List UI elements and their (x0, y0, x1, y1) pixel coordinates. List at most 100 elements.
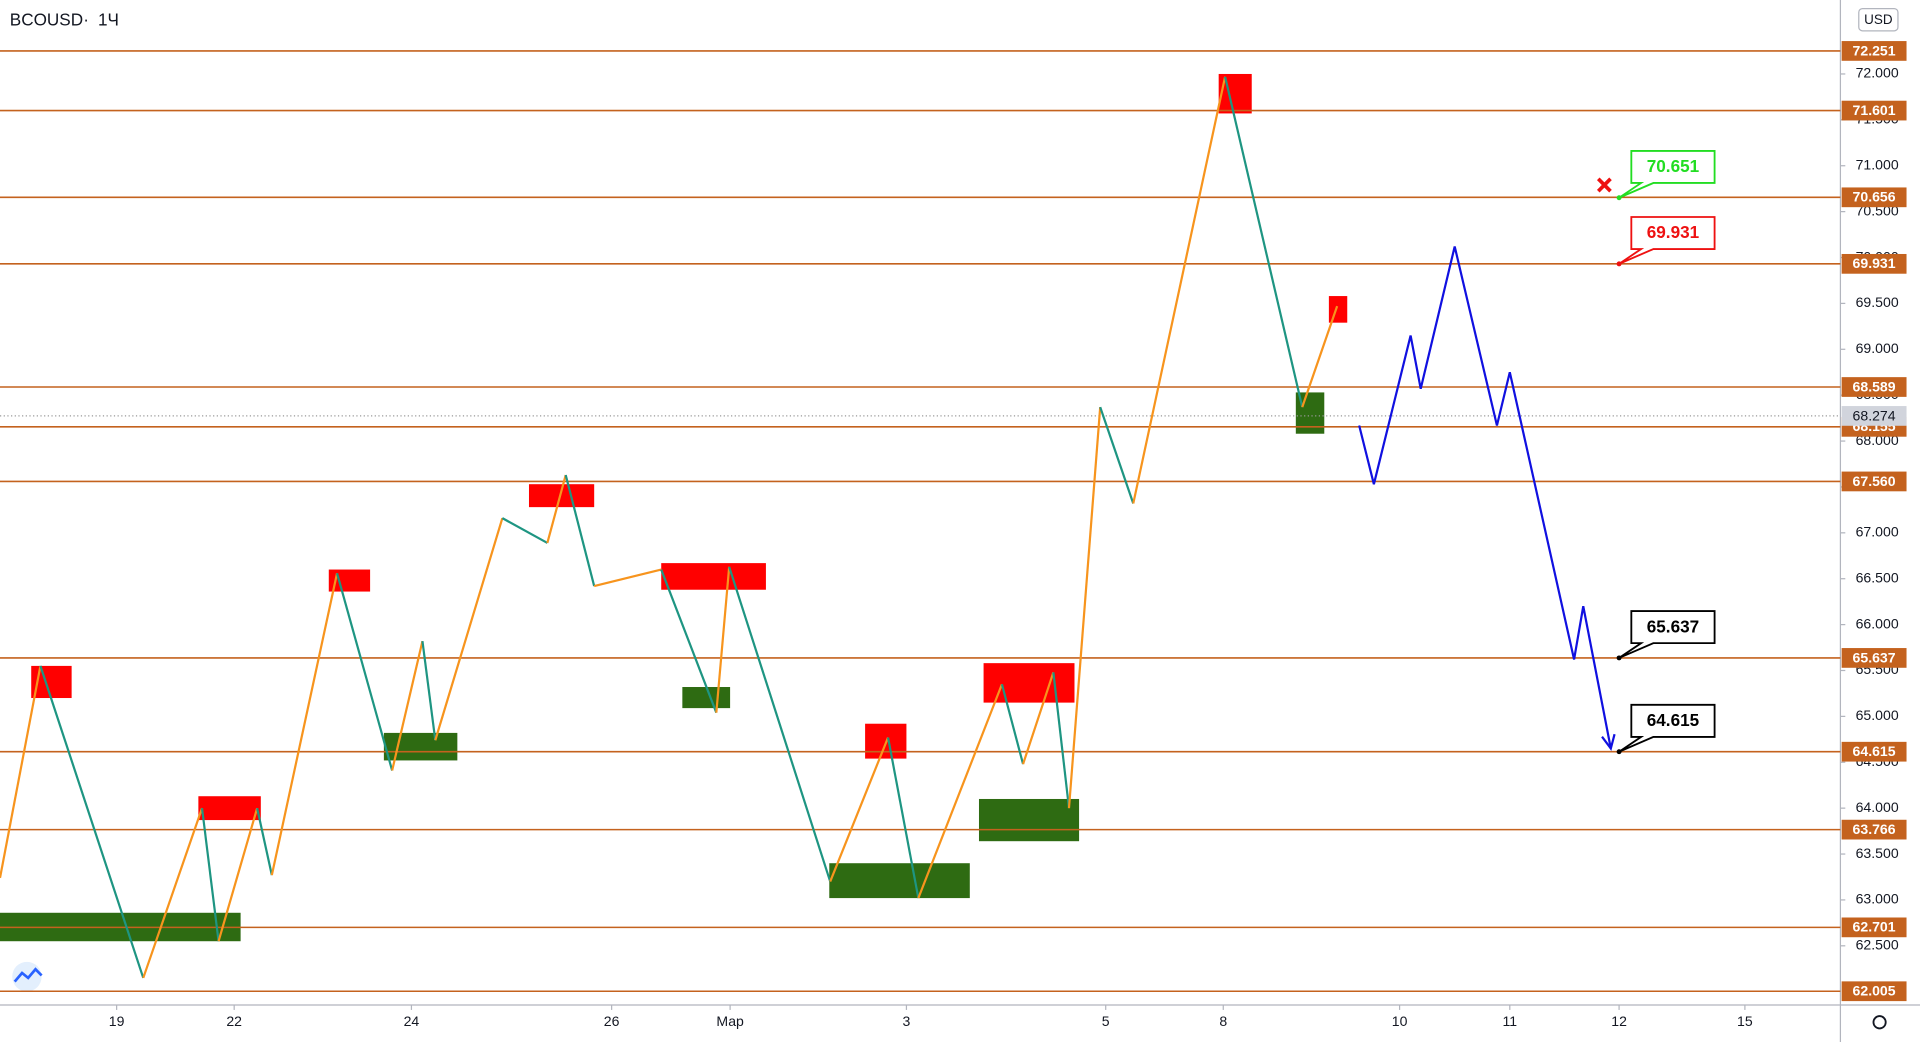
level-label: 68.589 (1853, 378, 1896, 394)
forecast-arrowhead (1601, 733, 1616, 752)
zigzag-segment (39, 665, 145, 979)
level-label-bg (1841, 981, 1907, 1002)
interval: 1Ч (98, 9, 119, 29)
level-label-bg (1841, 917, 1907, 938)
zigzag-segment (270, 572, 339, 876)
callout-label: 70.651 (1647, 156, 1700, 176)
level-label-bg (1841, 741, 1907, 762)
zigzag-segment (1000, 683, 1025, 765)
axis-layer: 62.50063.00063.50064.00064.50065.00065.5… (109, 41, 1907, 1029)
callout-label: 69.931 (1647, 222, 1700, 242)
resistance-zone (198, 796, 261, 821)
y-tick-label: 67.000 (1856, 524, 1899, 540)
zigzag-segment (217, 807, 259, 942)
callout-box (1618, 216, 1716, 265)
zigzag-segment (1052, 672, 1071, 809)
support-zone (978, 798, 1080, 842)
y-tick-label: 64.000 (1856, 799, 1899, 815)
y-tick-label: 62.500 (1856, 937, 1899, 953)
zigzag-segment (829, 737, 890, 882)
y-tick-label: 71.000 (1856, 156, 1899, 172)
level-label-bg (1841, 471, 1907, 492)
zigzag-segment (434, 517, 504, 741)
level-label: 67.560 (1853, 473, 1896, 489)
y-tick-label: 66.500 (1856, 569, 1899, 585)
zigzag-segment (200, 808, 220, 942)
x-tick-label: 11 (1502, 1013, 1517, 1029)
support-zone (829, 863, 970, 899)
y-tick-label: 66.000 (1856, 615, 1899, 631)
zigzag-segment (715, 566, 731, 713)
last-price-bg (1841, 406, 1907, 426)
zigzag-segment (421, 640, 437, 741)
zigzag-segment (1022, 671, 1055, 765)
zigzag-segment (728, 566, 832, 882)
zigzag-segment (1099, 406, 1135, 504)
zigzag-segment (1067, 407, 1102, 809)
resistance-zone (528, 484, 595, 508)
plot: 70.651 69.931 65.637 64.615 (0, 50, 1841, 993)
zigzag-segment (546, 474, 567, 544)
zigzag-segment (886, 737, 920, 899)
x-tick-label: 24 (404, 1013, 420, 1029)
x-tick-label: 8 (1219, 1013, 1227, 1029)
separator: · (83, 9, 89, 29)
level-label-bg (1841, 648, 1907, 668)
zigzag-segment (256, 807, 273, 876)
callout-label: 64.615 (1647, 710, 1700, 730)
x-tick-label: 12 (1611, 1013, 1627, 1029)
level-label: 69.931 (1853, 255, 1896, 271)
currency[interactable]: USD (1864, 12, 1893, 27)
level-label: 63.766 (1853, 821, 1896, 837)
resistance-zone (661, 563, 766, 590)
last-price-label: 68.274 (1853, 407, 1896, 423)
x-tick-label: 10 (1392, 1013, 1408, 1029)
level-label: 64.615 (1853, 743, 1896, 759)
x-tick-label: 3 (903, 1013, 911, 1029)
zigzag-segment (1132, 76, 1227, 504)
symbol: BCOUSD (10, 9, 83, 29)
callout-box (1618, 149, 1716, 199)
y-tick-label: 63.500 (1856, 845, 1899, 861)
zigzag-segment (0, 665, 42, 879)
settings-icon[interactable] (1872, 1015, 1887, 1030)
zigzag-segment (1224, 76, 1304, 408)
y-tick-label: 69.500 (1856, 294, 1899, 310)
level-label: 71.601 (1853, 102, 1896, 118)
level-label-bg (1841, 41, 1907, 61)
zigzag-segment (1301, 305, 1339, 408)
level-label: 62.005 (1853, 983, 1896, 999)
x-tick-label: 15 (1737, 1013, 1753, 1029)
y-tick-label: 72.000 (1856, 65, 1899, 81)
zigzag-segment (391, 640, 424, 771)
logo-mark (13, 967, 43, 983)
x-tick-label: 22 (226, 1013, 242, 1029)
stop-marker (1596, 177, 1612, 193)
zigzag-segment (335, 572, 394, 771)
y-tick-label: 65.000 (1856, 707, 1899, 723)
y-tick-label: 69.000 (1856, 340, 1899, 356)
support-zone (682, 687, 731, 709)
level-label-bg (1841, 187, 1907, 208)
level-label-bg (1841, 819, 1907, 840)
zigzag-segment (917, 683, 1003, 899)
x-tick-label: 26 (604, 1013, 620, 1029)
zigzag-segment (142, 807, 204, 979)
resistance-zone (1328, 296, 1348, 323)
level-label-bg (1841, 377, 1907, 397)
y-tick-label: 63.000 (1856, 891, 1899, 907)
forecast-line (1358, 246, 1612, 749)
zigzag-segment (564, 474, 596, 587)
zigzag-segment (501, 517, 548, 544)
callout-box (1618, 610, 1716, 659)
x-tick-label: 5 (1102, 1013, 1110, 1029)
currency-badge[interactable] (1858, 8, 1899, 32)
zigzag-segment (660, 569, 718, 714)
x-tick-label: Мар (716, 1013, 744, 1029)
callout-label: 65.637 (1647, 616, 1699, 636)
level-label: 70.656 (1853, 189, 1896, 205)
x-tick-label: 19 (109, 1013, 125, 1029)
level-label: 72.251 (1853, 42, 1896, 58)
resistance-zone (328, 569, 371, 592)
